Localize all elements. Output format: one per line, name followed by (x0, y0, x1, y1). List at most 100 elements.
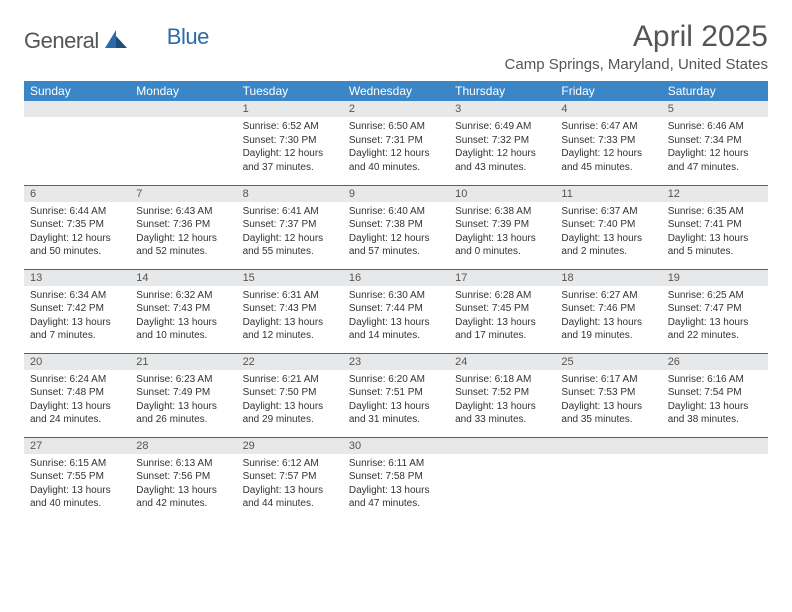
day-detail-line: Sunset: 7:55 PM (30, 470, 124, 484)
day-details: Sunrise: 6:24 AMSunset: 7:48 PMDaylight:… (24, 370, 130, 433)
day-detail-line: and 40 minutes. (30, 497, 124, 511)
day-detail-line: Sunrise: 6:18 AM (455, 373, 549, 387)
calendar-cell: 26Sunrise: 6:16 AMSunset: 7:54 PMDayligh… (662, 353, 768, 437)
day-number: 24 (449, 354, 555, 370)
day-detail-line: Daylight: 12 hours (136, 232, 230, 246)
day-detail-line: Sunrise: 6:41 AM (243, 205, 337, 219)
day-detail-line: and 47 minutes. (349, 497, 443, 511)
weekday-header: Saturday (662, 81, 768, 101)
calendar-cell: 11Sunrise: 6:37 AMSunset: 7:40 PMDayligh… (555, 185, 661, 269)
day-detail-line: Sunrise: 6:43 AM (136, 205, 230, 219)
day-detail-line: and 45 minutes. (561, 161, 655, 175)
day-detail-line: and 40 minutes. (349, 161, 443, 175)
day-detail-line: Daylight: 13 hours (349, 400, 443, 414)
calendar-cell: 10Sunrise: 6:38 AMSunset: 7:39 PMDayligh… (449, 185, 555, 269)
calendar-cell: 9Sunrise: 6:40 AMSunset: 7:38 PMDaylight… (343, 185, 449, 269)
day-details: Sunrise: 6:16 AMSunset: 7:54 PMDaylight:… (662, 370, 768, 433)
day-detail-line: Daylight: 13 hours (455, 232, 549, 246)
day-details: Sunrise: 6:12 AMSunset: 7:57 PMDaylight:… (237, 454, 343, 517)
day-detail-line: and 43 minutes. (455, 161, 549, 175)
day-detail-line: and 7 minutes. (30, 329, 124, 343)
calendar-week-row: 13Sunrise: 6:34 AMSunset: 7:42 PMDayligh… (24, 269, 768, 353)
day-detail-line: Sunset: 7:56 PM (136, 470, 230, 484)
day-details: Sunrise: 6:38 AMSunset: 7:39 PMDaylight:… (449, 202, 555, 265)
day-detail-line: and 10 minutes. (136, 329, 230, 343)
day-details: Sunrise: 6:34 AMSunset: 7:42 PMDaylight:… (24, 286, 130, 349)
day-detail-line: Daylight: 12 hours (243, 147, 337, 161)
day-detail-line: Sunset: 7:46 PM (561, 302, 655, 316)
logo-text-blue: Blue (167, 24, 209, 50)
day-detail-line: Sunset: 7:40 PM (561, 218, 655, 232)
day-detail-line: and 50 minutes. (30, 245, 124, 259)
day-details: Sunrise: 6:40 AMSunset: 7:38 PMDaylight:… (343, 202, 449, 265)
day-number: 14 (130, 270, 236, 286)
day-detail-line: and 38 minutes. (668, 413, 762, 427)
day-detail-line: Sunrise: 6:52 AM (243, 120, 337, 134)
day-detail-line: Daylight: 13 hours (136, 400, 230, 414)
day-detail-line: Sunrise: 6:15 AM (30, 457, 124, 471)
logo-mark-icon (105, 30, 127, 53)
day-details: Sunrise: 6:20 AMSunset: 7:51 PMDaylight:… (343, 370, 449, 433)
day-detail-line: Sunset: 7:36 PM (136, 218, 230, 232)
day-detail-line: and 44 minutes. (243, 497, 337, 511)
weekday-header: Sunday (24, 81, 130, 101)
day-number: 4 (555, 101, 661, 117)
day-detail-line: Sunrise: 6:35 AM (668, 205, 762, 219)
day-detail-line: Daylight: 13 hours (30, 316, 124, 330)
location-label: Camp Springs, Maryland, United States (505, 56, 768, 73)
day-detail-line: Daylight: 12 hours (668, 147, 762, 161)
calendar-cell: 18Sunrise: 6:27 AMSunset: 7:46 PMDayligh… (555, 269, 661, 353)
day-details: Sunrise: 6:52 AMSunset: 7:30 PMDaylight:… (237, 117, 343, 180)
day-detail-line: Daylight: 13 hours (668, 400, 762, 414)
day-detail-line: Sunrise: 6:23 AM (136, 373, 230, 387)
day-details: Sunrise: 6:49 AMSunset: 7:32 PMDaylight:… (449, 117, 555, 180)
day-detail-line: and 22 minutes. (668, 329, 762, 343)
calendar-cell (555, 437, 661, 521)
day-detail-line: Sunset: 7:54 PM (668, 386, 762, 400)
day-detail-line: Sunset: 7:43 PM (136, 302, 230, 316)
calendar-cell: 6Sunrise: 6:44 AMSunset: 7:35 PMDaylight… (24, 185, 130, 269)
day-detail-line: Sunset: 7:41 PM (668, 218, 762, 232)
day-detail-line: Sunrise: 6:40 AM (349, 205, 443, 219)
day-detail-line: Sunset: 7:51 PM (349, 386, 443, 400)
day-detail-line: Sunset: 7:38 PM (349, 218, 443, 232)
day-detail-line: Sunset: 7:52 PM (455, 386, 549, 400)
weekday-header: Monday (130, 81, 236, 101)
day-detail-line: Sunset: 7:49 PM (136, 386, 230, 400)
day-number: 8 (237, 186, 343, 202)
day-detail-line: Daylight: 13 hours (668, 316, 762, 330)
day-detail-line: Sunrise: 6:44 AM (30, 205, 124, 219)
logo-text-general: General (24, 28, 99, 54)
month-title: April 2025 (505, 20, 768, 54)
day-number: 20 (24, 354, 130, 370)
calendar-cell: 27Sunrise: 6:15 AMSunset: 7:55 PMDayligh… (24, 437, 130, 521)
logo: General Blue (24, 20, 173, 54)
day-detail-line: Sunset: 7:33 PM (561, 134, 655, 148)
day-details: Sunrise: 6:43 AMSunset: 7:36 PMDaylight:… (130, 202, 236, 265)
day-number: 23 (343, 354, 449, 370)
day-details: Sunrise: 6:30 AMSunset: 7:44 PMDaylight:… (343, 286, 449, 349)
day-detail-line: Daylight: 13 hours (136, 316, 230, 330)
day-number: 3 (449, 101, 555, 117)
calendar-cell: 17Sunrise: 6:28 AMSunset: 7:45 PMDayligh… (449, 269, 555, 353)
day-number: 27 (24, 438, 130, 454)
calendar-cell: 1Sunrise: 6:52 AMSunset: 7:30 PMDaylight… (237, 101, 343, 185)
day-detail-line: Sunset: 7:48 PM (30, 386, 124, 400)
day-details: Sunrise: 6:21 AMSunset: 7:50 PMDaylight:… (237, 370, 343, 433)
day-detail-line: Daylight: 13 hours (455, 316, 549, 330)
day-details: Sunrise: 6:25 AMSunset: 7:47 PMDaylight:… (662, 286, 768, 349)
day-detail-line: Daylight: 13 hours (561, 232, 655, 246)
calendar-table: Sunday Monday Tuesday Wednesday Thursday… (24, 81, 768, 521)
day-detail-line: and 52 minutes. (136, 245, 230, 259)
day-detail-line: Sunrise: 6:38 AM (455, 205, 549, 219)
day-detail-line: Daylight: 13 hours (349, 316, 443, 330)
day-details: Sunrise: 6:13 AMSunset: 7:56 PMDaylight:… (130, 454, 236, 517)
day-details: Sunrise: 6:18 AMSunset: 7:52 PMDaylight:… (449, 370, 555, 433)
day-details: Sunrise: 6:46 AMSunset: 7:34 PMDaylight:… (662, 117, 768, 180)
day-number: 2 (343, 101, 449, 117)
day-number: 9 (343, 186, 449, 202)
day-detail-line: Sunrise: 6:30 AM (349, 289, 443, 303)
day-detail-line: and 17 minutes. (455, 329, 549, 343)
day-detail-line: Sunrise: 6:49 AM (455, 120, 549, 134)
calendar-cell: 3Sunrise: 6:49 AMSunset: 7:32 PMDaylight… (449, 101, 555, 185)
